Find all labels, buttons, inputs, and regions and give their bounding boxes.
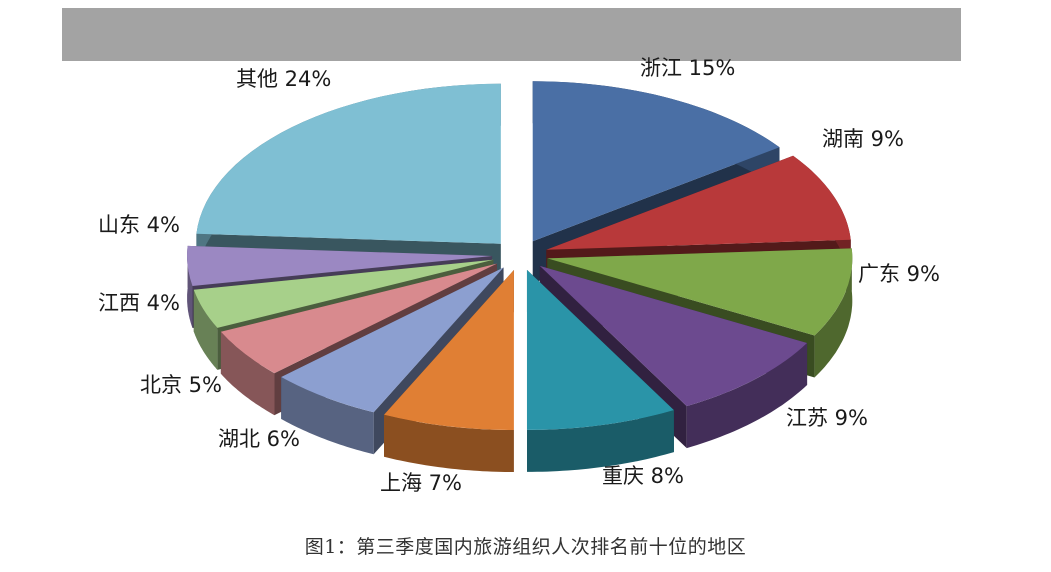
slice-label-湖南: 湖南 9%: [822, 127, 904, 151]
slice-side-山东: [187, 245, 193, 328]
slice-江苏: [539, 265, 808, 407]
slice-浙江: [532, 81, 780, 242]
header-bar: [62, 8, 961, 61]
slice-label-广东: 广东 9%: [858, 262, 940, 286]
slice-label-湖北: 湖北 6%: [218, 427, 300, 451]
slice-label-上海: 上海 7%: [380, 471, 462, 495]
slice-湖南: [546, 155, 851, 250]
slice-上海: [384, 270, 514, 431]
slice-side-湖北: [281, 377, 374, 455]
slice-label-浙江: 浙江 15%: [640, 56, 735, 80]
slice-其他: [196, 83, 501, 244]
slice-label-江苏: 江苏 9%: [786, 406, 868, 430]
slice-label-山东: 山东 4%: [98, 213, 180, 237]
slice-labels: 浙江 15% 湖南 9% 广东 9% 江苏 9% 重庆 8% 上海 7% 湖北 6% 北京 5…: [98, 56, 940, 495]
figure-caption: 图1：第三季度国内旅游组织人次排名前十位的地区: [304, 536, 747, 558]
slice-side-上海: [384, 414, 514, 472]
slice-side-北京: [220, 331, 275, 416]
slice-湖北: [281, 267, 504, 413]
slice-广东: [547, 248, 853, 336]
slice-label-江西: 江西 4%: [98, 291, 180, 315]
slice-side-江苏: [686, 343, 808, 449]
slice-北京: [220, 263, 497, 374]
pie-chart: 浙江 15% 湖南 9% 广东 9% 江苏 9% 重庆 8% 上海 7% 湖北 6% 北京 5…: [98, 56, 940, 495]
slice-山东: [187, 245, 493, 286]
slice-label-北京: 北京 5%: [140, 373, 222, 397]
slice-label-重庆: 重庆 8%: [602, 464, 684, 488]
slice-tops: [187, 81, 853, 431]
slice-side-广东: [814, 248, 853, 378]
slice-重庆: [526, 269, 674, 430]
slice-side-江西: [193, 289, 218, 370]
slice-label-其他: 其他 24%: [236, 67, 331, 91]
slice-江西: [193, 259, 494, 328]
slice-side-重庆: [527, 410, 674, 472]
